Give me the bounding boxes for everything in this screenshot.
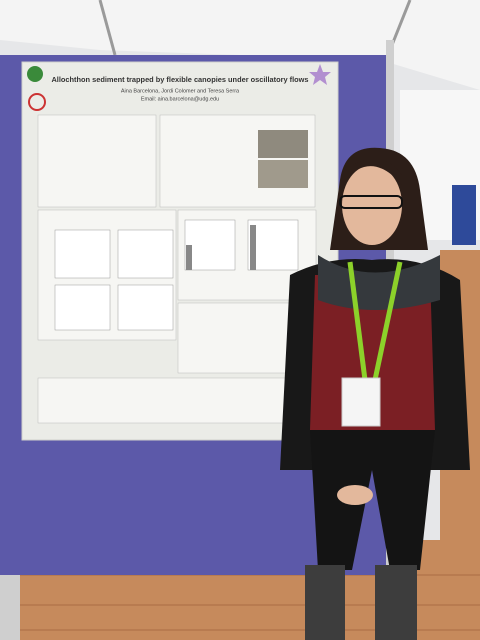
tent-ceiling bbox=[0, 0, 480, 90]
poster-logo bbox=[27, 66, 43, 82]
person bbox=[280, 147, 470, 640]
board-foot bbox=[0, 575, 20, 640]
poster-icon bbox=[28, 93, 46, 111]
tent-pole bbox=[98, 0, 117, 56]
poster-title: Allochthon sediment trapped by flexible … bbox=[51, 75, 308, 84]
far-board bbox=[452, 185, 476, 245]
poster-authors: Aina Barcelona, Jordi Colomer and Teresa… bbox=[121, 88, 240, 94]
poster-figures bbox=[54, 130, 308, 331]
poster-star bbox=[309, 64, 331, 85]
poster-email: Email: aina.barcelona@udg.edu bbox=[141, 96, 219, 102]
